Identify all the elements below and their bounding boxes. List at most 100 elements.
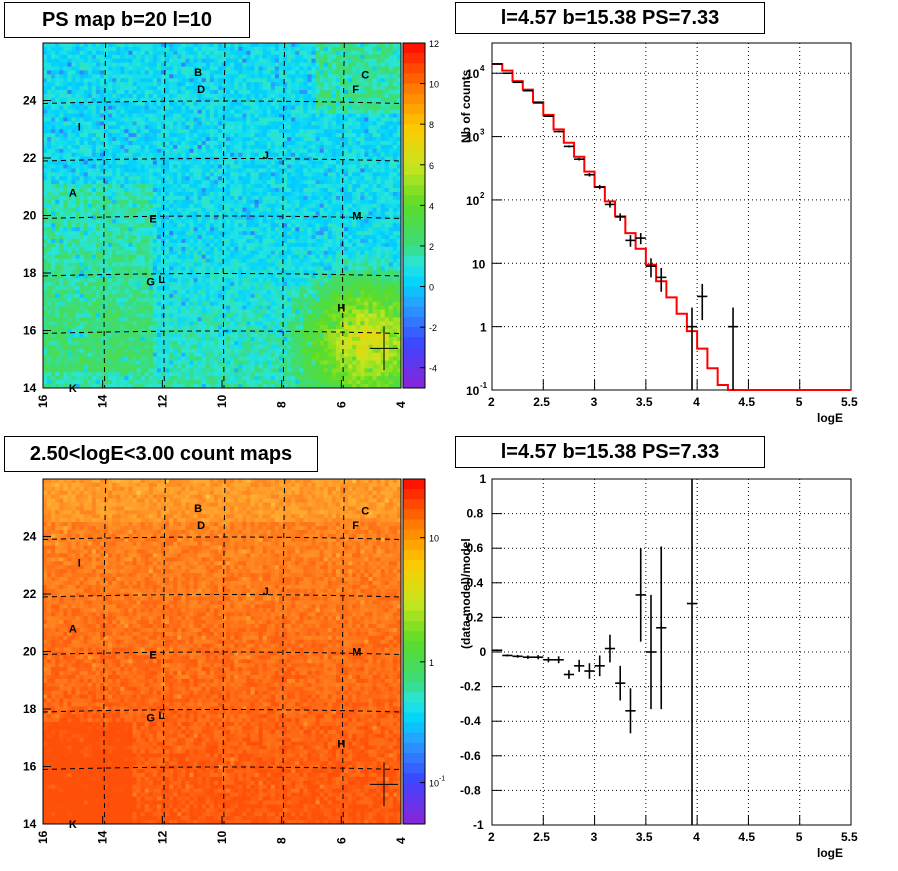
colorbar-segment [403,144,425,155]
source-label: H [337,739,345,751]
colorbar-segment [403,499,425,510]
source-label: G [146,713,155,725]
x-tick-label: 6 [334,837,348,844]
colorbar-tick-label: 10 [429,80,439,90]
colorbar-segment [403,570,425,581]
source-label: E [149,649,156,661]
source-label: B [194,67,202,79]
colorbar-segment [403,276,425,287]
y-tick-label: 18 [23,702,37,716]
colorbar-tick-label: 8 [429,120,434,130]
source-label: L [158,274,165,286]
colorbar-tick-label: -4 [429,364,437,374]
colorbar-segment [403,337,425,348]
colorbar-segment [403,611,425,622]
colorbar-tick-label: 0 [429,283,434,293]
source-label: F [352,84,359,96]
y-tick-exponent: 4 [480,64,485,73]
source-label: M [352,211,361,223]
source-label: M [352,647,361,659]
x-tick-label: 12 [155,394,169,408]
colorbar-segment [403,753,425,764]
x-tick-label: 3 [591,830,598,844]
colorbar-segment [403,134,425,145]
x-tick-label: 10 [215,394,229,408]
x-tick-label: 4 [693,395,700,409]
y-tick-label: 1 [480,472,487,486]
colorbar-segment [403,195,425,206]
y-tick-exponent: 3 [480,128,485,137]
colorbar-segment [403,540,425,551]
colorbar-segment [403,236,425,247]
colorbar-segment [403,479,425,490]
y-tick-label: 10 [472,257,486,271]
colorbar-tick-label: 10 [429,779,439,789]
source-label: B [194,503,202,515]
source-label: K [69,819,77,831]
colorbar-segment [403,692,425,703]
source-label: G [146,277,155,289]
colorbar-segment [403,256,425,267]
colorbar-segment [403,631,425,642]
source-label: C [361,70,369,82]
y-tick-label: 22 [23,587,37,601]
y-tick-label: 22 [23,151,37,165]
x-axis-label: logE [817,846,843,860]
source-label: J [263,150,269,162]
colorbar-segment [403,743,425,754]
colorbar-segment [403,358,425,369]
colorbar-segment [403,489,425,500]
source-label: K [69,383,77,395]
colorbar-segment [403,226,425,237]
colorbar-segment [403,378,425,389]
x-tick-label: 2 [488,395,495,409]
colorbar-segment [403,783,425,794]
y-axis-label: Nb of counts [459,69,473,143]
colorbar-segment [403,155,425,166]
colorbar-segment [403,205,425,216]
colorbar-tick-label: 2 [429,242,434,252]
x-tick-label: 10 [215,830,229,844]
colorbar-tick-label: 10 [429,534,439,544]
x-tick-label: 4.5 [738,395,755,409]
x-tick-label: 6 [334,401,348,408]
y-tick-label: 10 [466,194,480,208]
colorbar-tick-exponent: -1 [439,776,445,783]
figure-canvas: 16 14 12 10 8 6 4141618202224AB CDEFGHIJKLM 121… [0,0,898,871]
y-tick-label: -1 [473,818,484,832]
colorbar-segment [403,246,425,257]
source-label: J [263,586,269,598]
y-tick-label: 1 [480,321,487,335]
source-label: A [69,188,77,200]
colorbar-segment [403,550,425,561]
x-tick-label: 16 [36,830,50,844]
colorbar-segment [403,763,425,774]
y-tick-label: 18 [23,266,37,280]
x-tick-label: 14 [96,830,110,844]
colorbar-segment [403,63,425,74]
colorbar-tick-label: 4 [429,201,434,211]
y-tick-label: -0.6 [460,749,481,763]
x-tick-label: 12 [155,830,169,844]
source-label: E [149,213,156,225]
x-tick-label: 4 [394,401,408,408]
colorbar-segment [403,347,425,358]
colorbar-segment [403,73,425,84]
colorbar-segment [403,814,425,825]
y-tick-label: 24 [23,530,37,544]
y-tick-label: -0.8 [460,783,481,797]
colorbar-segment [403,591,425,602]
colorbar-segment [403,327,425,338]
colorbar-segment [403,601,425,612]
colorbar-segment [403,216,425,227]
source-label: D [197,520,205,532]
x-tick-label: 14 [96,394,110,408]
source-label: C [361,506,369,518]
colorbar-tick-label: 12 [429,39,439,49]
source-label: I [78,557,81,569]
colorbar-segment [403,165,425,176]
